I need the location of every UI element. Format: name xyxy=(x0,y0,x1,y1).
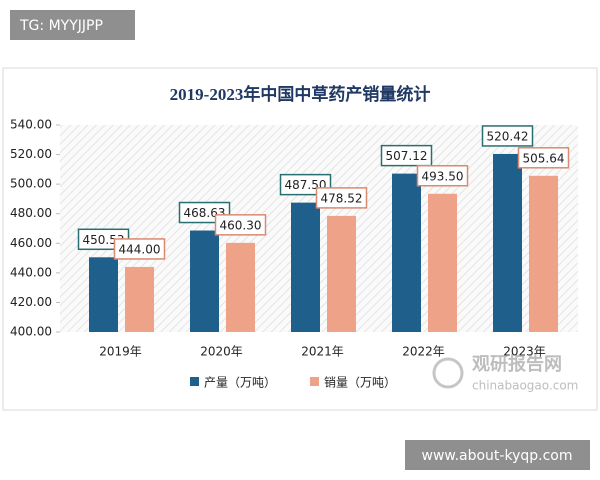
legend-label: 销量（万吨） xyxy=(324,376,396,390)
value-label-box xyxy=(517,147,570,169)
bar xyxy=(226,242,255,332)
value-label-box xyxy=(416,165,469,187)
y-tick-label: 400.00 xyxy=(10,325,52,339)
logo-icon xyxy=(432,357,464,389)
logo-url: chinabaogao.com xyxy=(472,379,578,393)
value-label-box xyxy=(380,144,433,167)
value-label: 505.64 xyxy=(523,151,565,165)
bar xyxy=(327,215,356,332)
bar xyxy=(392,173,421,332)
chart-title: 2019-2023年中国中草药产销量统计 xyxy=(170,84,431,104)
x-tick-label: 2022年 xyxy=(402,345,445,359)
url-text: www.about-kyqp.com xyxy=(422,448,573,464)
bar xyxy=(89,257,118,332)
tag-box xyxy=(10,10,135,40)
logo-watermark: 观研报告网 chinabaogao.com xyxy=(432,353,578,393)
value-label-box xyxy=(214,214,267,236)
value-label: 478.52 xyxy=(321,191,363,205)
bar xyxy=(125,266,154,332)
y-tick-label: 420.00 xyxy=(10,295,52,309)
bar xyxy=(291,202,320,332)
y-tick-label: 480.00 xyxy=(10,206,52,220)
value-label-box xyxy=(315,187,368,209)
value-label-box xyxy=(481,125,534,147)
x-tick-label: 2019年 xyxy=(99,345,142,359)
y-tick-label: 460.00 xyxy=(10,236,52,250)
bar xyxy=(190,230,219,332)
legend-swatch xyxy=(310,377,319,386)
value-label: 520.42 xyxy=(487,129,529,143)
y-tick-label: 500.00 xyxy=(10,177,52,191)
y-tick-label: 440.00 xyxy=(10,265,52,279)
plot: 400.00 420.00 440.00 460.00 480.00 500.00 520.… xyxy=(10,118,570,390)
y-tick-label: 520.00 xyxy=(10,147,52,161)
x-tick-label: 2023年 xyxy=(503,345,546,359)
x-tick-label: 2021年 xyxy=(301,345,344,359)
value-label-box xyxy=(113,238,166,260)
legend-label: 产量（万吨） xyxy=(204,376,276,390)
bar xyxy=(428,193,457,332)
bar xyxy=(529,175,558,332)
logo-text: 观研报告网 xyxy=(472,353,562,375)
url-box xyxy=(405,440,590,470)
bar xyxy=(493,153,522,332)
legend-swatch xyxy=(190,377,199,386)
value-label: 444.00 xyxy=(119,242,161,256)
value-label: 507.12 xyxy=(386,149,428,163)
tag-text: TG: MYYJJPP xyxy=(19,18,103,34)
x-tick-label: 2020年 xyxy=(200,345,243,359)
value-label: 493.50 xyxy=(422,169,464,183)
y-tick-label: 540.00 xyxy=(10,118,52,132)
value-label: 460.30 xyxy=(220,218,262,232)
